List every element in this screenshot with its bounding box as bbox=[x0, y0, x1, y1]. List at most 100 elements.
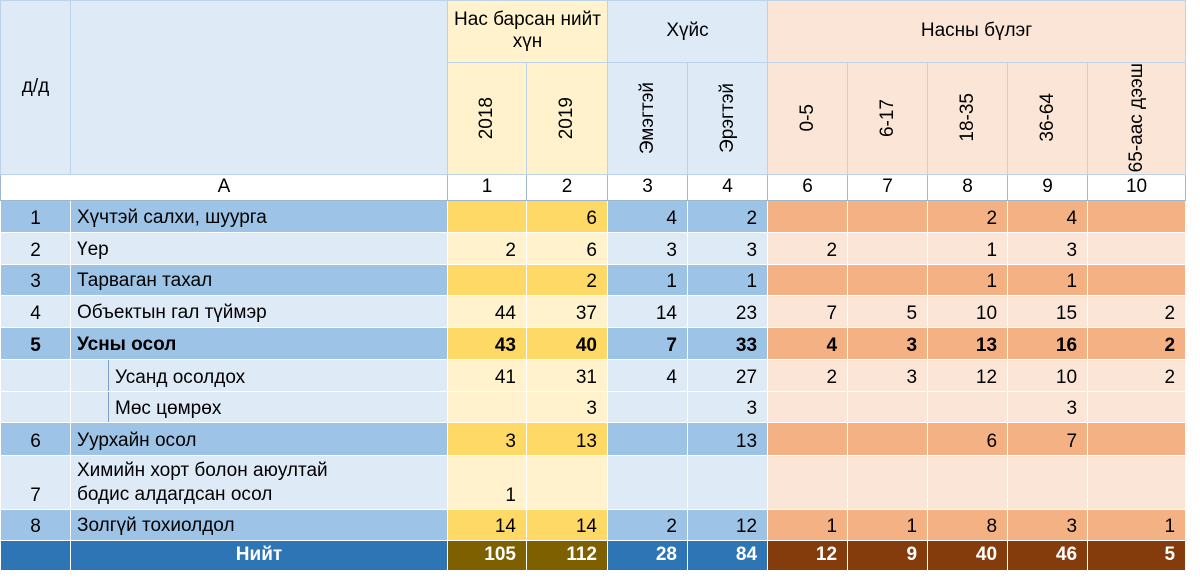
column-number: 3 bbox=[607, 174, 688, 202]
group-header: Нас барсан нийт хүн bbox=[447, 0, 608, 63]
value-cell: 3 bbox=[1007, 509, 1089, 542]
column-number: 10 bbox=[1087, 174, 1187, 202]
value-cell: 7 bbox=[767, 295, 849, 329]
indent bbox=[70, 359, 109, 393]
value-cell bbox=[1087, 422, 1187, 457]
header-no: д/д bbox=[0, 0, 71, 176]
value-cell: 3 bbox=[1007, 232, 1089, 266]
value-cell: 13 bbox=[927, 327, 1009, 361]
value-cell: 2 bbox=[447, 232, 527, 266]
value-cell: 40 bbox=[526, 327, 608, 361]
value-cell: 2 bbox=[927, 200, 1009, 234]
row-name: Усны осол bbox=[70, 327, 448, 361]
value-cell bbox=[686, 455, 769, 511]
value-cell: 8 bbox=[927, 509, 1009, 542]
value-cell: 1 bbox=[447, 455, 527, 511]
total-value: 28 bbox=[607, 540, 688, 572]
value-cell bbox=[607, 455, 688, 511]
value-cell bbox=[847, 232, 929, 266]
value-cell: 1 bbox=[607, 264, 688, 297]
value-cell: 3 bbox=[526, 391, 608, 424]
column-header: 18-35 bbox=[927, 61, 1009, 176]
data-row: Мөс цөмрөх 3 3 3 bbox=[0, 391, 1187, 424]
value-cell: 4 bbox=[767, 327, 849, 361]
total-value: 12 bbox=[767, 540, 849, 572]
column-number: 7 bbox=[847, 174, 929, 202]
total-row: Нийт 105 112 28 84 12 9 40 46 5 bbox=[0, 540, 1187, 572]
row-number bbox=[0, 391, 71, 424]
column-label: Эмэгтэй bbox=[636, 81, 658, 154]
value-cell: 13 bbox=[686, 422, 769, 457]
value-cell bbox=[767, 455, 849, 511]
row-name-text: Химийн хорт болон аюултай бодис алдагдса… bbox=[77, 460, 328, 506]
row-name-text: Золгүй тохиолдол bbox=[77, 515, 235, 537]
column-number: 1 bbox=[447, 174, 527, 202]
column-header: 65-аас дээш bbox=[1087, 61, 1187, 176]
value-cell: 1 bbox=[686, 264, 769, 297]
row-name-text: Объектын гал түймэр bbox=[77, 302, 267, 324]
column-header: Эмэгтэй bbox=[607, 61, 688, 176]
row-number: 7 bbox=[0, 455, 71, 511]
value-cell: 3 bbox=[1007, 391, 1089, 424]
value-cell bbox=[847, 264, 929, 297]
data-row: 1 Хүчтэй салхи, шуурга 6 4 2 2 4 bbox=[0, 200, 1187, 234]
row-name-text: Усны осол bbox=[77, 334, 177, 356]
value-cell: 41 bbox=[447, 359, 527, 393]
value-cell bbox=[607, 391, 688, 424]
value-cell: 6 bbox=[927, 422, 1009, 457]
total-value: 9 bbox=[847, 540, 929, 572]
total-value: 105 bbox=[447, 540, 527, 572]
value-cell: 10 bbox=[1007, 359, 1089, 393]
column-label: 2018 bbox=[476, 96, 497, 139]
value-cell: 12 bbox=[686, 509, 769, 542]
value-cell bbox=[847, 200, 929, 234]
column-header: 6-17 bbox=[847, 61, 929, 176]
total-value: 40 bbox=[927, 540, 1009, 572]
value-cell: 5 bbox=[847, 295, 929, 329]
value-cell bbox=[767, 264, 849, 297]
column-number: 2 bbox=[526, 174, 608, 202]
value-cell bbox=[847, 455, 929, 511]
column-label: 2019 bbox=[556, 96, 577, 139]
value-cell bbox=[1087, 200, 1187, 234]
value-cell bbox=[526, 455, 608, 511]
data-row: 3 Тарваган тахал 2 1 1 1 1 bbox=[0, 264, 1187, 297]
value-cell: 10 bbox=[927, 295, 1009, 329]
value-cell bbox=[767, 200, 849, 234]
column-label: 36-64 bbox=[1036, 93, 1058, 142]
row-name: Үер bbox=[70, 232, 448, 266]
row-name: Уурхайн осол bbox=[70, 422, 448, 457]
group-header: Насны бүлэг bbox=[767, 0, 1187, 63]
value-cell: 1 bbox=[927, 232, 1009, 266]
value-cell: 6 bbox=[526, 232, 608, 266]
column-number: A bbox=[0, 174, 448, 202]
value-cell: 2 bbox=[686, 200, 769, 234]
value-cell: 3 bbox=[447, 422, 527, 457]
value-cell: 14 bbox=[447, 509, 527, 542]
row-name-text: Хүчтэй салхи, шуурга bbox=[77, 207, 267, 229]
header-blank bbox=[70, 0, 448, 176]
value-cell: 23 bbox=[686, 295, 769, 329]
data-row: 6 Уурхайн осол 3 13 13 6 7 bbox=[0, 422, 1187, 457]
value-cell: 1 bbox=[847, 509, 929, 542]
data-row: 7 Химийн хорт болон аюултай бодис алдагдс… bbox=[0, 455, 1187, 511]
value-cell: 3 bbox=[686, 391, 769, 424]
value-cell bbox=[1087, 391, 1187, 424]
value-cell: 7 bbox=[1007, 422, 1089, 457]
value-cell: 2 bbox=[1087, 295, 1187, 329]
value-cell: 3 bbox=[847, 359, 929, 393]
value-cell bbox=[927, 391, 1009, 424]
table: д/д Нас барсан нийт хүн Хүйс Насны бүлэг… bbox=[0, 0, 1187, 572]
group-header: Хүйс bbox=[606, 0, 769, 63]
value-cell: 13 bbox=[526, 422, 608, 457]
value-cell: 4 bbox=[607, 200, 688, 234]
value-cell: 14 bbox=[607, 295, 688, 329]
column-number: 9 bbox=[1007, 174, 1089, 202]
row-name: Химийн хорт болон аюултай бодис алдагдса… bbox=[70, 455, 448, 511]
value-cell: 1 bbox=[1087, 509, 1187, 542]
value-cell: 31 bbox=[526, 359, 608, 393]
value-cell: 2 bbox=[1087, 359, 1187, 393]
row-name: Хүчтэй салхи, шуурга bbox=[70, 200, 448, 234]
value-cell bbox=[447, 264, 527, 297]
